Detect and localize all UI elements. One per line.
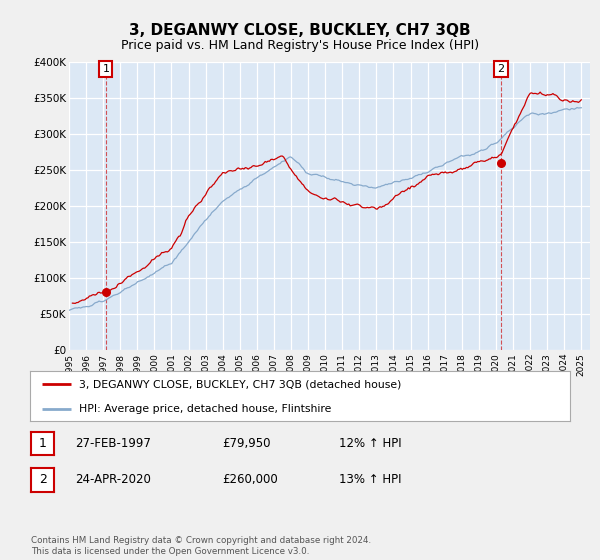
Text: Contains HM Land Registry data © Crown copyright and database right 2024.
This d: Contains HM Land Registry data © Crown c… bbox=[31, 536, 371, 556]
Text: 3, DEGANWY CLOSE, BUCKLEY, CH7 3QB: 3, DEGANWY CLOSE, BUCKLEY, CH7 3QB bbox=[129, 24, 471, 38]
Text: Price paid vs. HM Land Registry's House Price Index (HPI): Price paid vs. HM Land Registry's House … bbox=[121, 39, 479, 53]
Point bbox=[496, 158, 506, 167]
Text: £260,000: £260,000 bbox=[222, 473, 278, 487]
Text: 3, DEGANWY CLOSE, BUCKLEY, CH7 3QB (detached house): 3, DEGANWY CLOSE, BUCKLEY, CH7 3QB (deta… bbox=[79, 379, 401, 389]
Text: 2: 2 bbox=[497, 64, 505, 74]
Text: 2: 2 bbox=[38, 473, 47, 487]
Text: 13% ↑ HPI: 13% ↑ HPI bbox=[339, 473, 401, 487]
Text: 1: 1 bbox=[38, 437, 47, 450]
Text: 1: 1 bbox=[103, 64, 109, 74]
Text: £79,950: £79,950 bbox=[222, 437, 271, 450]
Text: 27-FEB-1997: 27-FEB-1997 bbox=[75, 437, 151, 450]
Text: 24-APR-2020: 24-APR-2020 bbox=[75, 473, 151, 487]
Point bbox=[101, 288, 110, 297]
Text: HPI: Average price, detached house, Flintshire: HPI: Average price, detached house, Flin… bbox=[79, 404, 331, 413]
Text: 12% ↑ HPI: 12% ↑ HPI bbox=[339, 437, 401, 450]
